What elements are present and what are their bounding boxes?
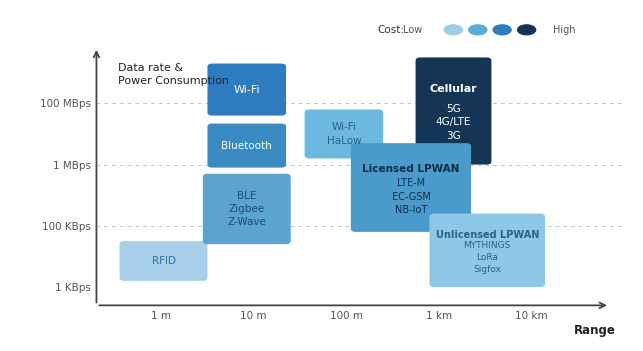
Text: Cost:: Cost: (377, 25, 404, 35)
Text: Cellular: Cellular (430, 84, 477, 94)
Text: Wi-Fi: Wi-Fi (233, 85, 260, 94)
FancyBboxPatch shape (208, 124, 286, 168)
Text: MYTHINGS
LoRa
Sigfox: MYTHINGS LoRa Sigfox (464, 241, 511, 274)
FancyBboxPatch shape (351, 143, 471, 232)
Text: 5G
4G/LTE
3G: 5G 4G/LTE 3G (436, 104, 471, 141)
Text: Unlicensed LPWAN: Unlicensed LPWAN (435, 231, 539, 240)
FancyBboxPatch shape (430, 213, 545, 287)
Text: Range: Range (574, 324, 616, 337)
FancyBboxPatch shape (120, 241, 208, 281)
Text: BLE
Zigbee
Z-Wave: BLE Zigbee Z-Wave (228, 191, 266, 227)
Text: Data rate &
Power Consumption: Data rate & Power Consumption (118, 63, 228, 86)
Text: Licensed LPWAN: Licensed LPWAN (362, 164, 460, 174)
Text: Bluetooth: Bluetooth (221, 141, 272, 151)
FancyBboxPatch shape (203, 174, 291, 244)
Text: LTE-M
EC-GSM
NB-IoT: LTE-M EC-GSM NB-IoT (392, 178, 430, 215)
Text: High: High (553, 25, 575, 35)
FancyBboxPatch shape (305, 110, 383, 158)
Text: Wi-Fi
HaLow: Wi-Fi HaLow (327, 122, 361, 146)
Text: Low: Low (403, 25, 422, 35)
FancyBboxPatch shape (208, 64, 286, 115)
FancyBboxPatch shape (415, 58, 491, 165)
Text: RFID: RFID (152, 256, 176, 266)
